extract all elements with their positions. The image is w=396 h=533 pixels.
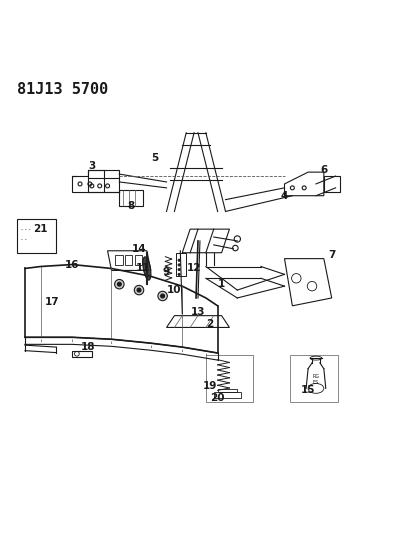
Text: 14: 14 xyxy=(132,244,147,254)
Circle shape xyxy=(114,279,124,289)
Text: 11: 11 xyxy=(136,263,150,273)
Circle shape xyxy=(117,282,121,286)
Text: 5: 5 xyxy=(151,154,158,163)
Text: 2: 2 xyxy=(206,319,213,328)
Circle shape xyxy=(178,273,180,276)
Text: 1: 1 xyxy=(218,279,225,289)
Text: 21: 21 xyxy=(33,224,48,234)
Text: 6: 6 xyxy=(320,165,327,175)
Circle shape xyxy=(178,264,180,266)
Text: 81J13 5700: 81J13 5700 xyxy=(17,82,109,96)
Ellipse shape xyxy=(143,257,151,280)
Bar xyxy=(135,255,142,264)
Circle shape xyxy=(178,259,180,261)
Circle shape xyxy=(134,285,144,295)
Text: 8: 8 xyxy=(128,200,135,211)
Text: 16: 16 xyxy=(65,260,80,270)
Bar xyxy=(72,351,92,357)
Text: 4: 4 xyxy=(281,191,288,201)
Bar xyxy=(17,219,57,253)
Text: 19: 19 xyxy=(203,382,217,391)
Bar xyxy=(176,253,186,276)
Text: 7: 7 xyxy=(328,249,335,260)
Text: - - -: - - - xyxy=(21,227,30,232)
Text: 3: 3 xyxy=(88,161,95,171)
Circle shape xyxy=(137,288,141,292)
Circle shape xyxy=(158,291,168,301)
Bar xyxy=(115,255,122,264)
Text: 18: 18 xyxy=(81,342,95,352)
Bar xyxy=(324,176,339,192)
Text: 20: 20 xyxy=(210,393,225,403)
Text: 9: 9 xyxy=(163,268,170,277)
Text: 17: 17 xyxy=(45,297,60,307)
Text: - -: - - xyxy=(21,237,27,242)
Text: 13: 13 xyxy=(191,306,205,317)
Circle shape xyxy=(161,294,165,298)
Text: 12: 12 xyxy=(187,263,201,273)
Text: RG
ES: RG ES xyxy=(312,374,320,385)
Text: 15: 15 xyxy=(301,385,315,395)
Bar xyxy=(218,389,237,392)
Bar xyxy=(125,255,132,264)
Bar xyxy=(214,392,241,398)
Text: 10: 10 xyxy=(167,285,182,295)
Circle shape xyxy=(178,269,180,271)
